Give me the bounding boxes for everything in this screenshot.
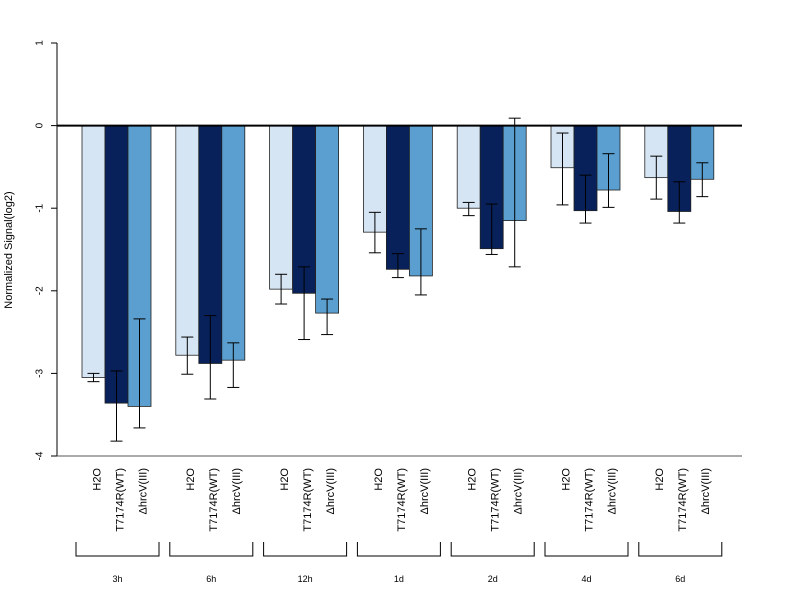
category-label: ΔhrcV(III): [231, 468, 243, 514]
y-tick-label: -2: [35, 286, 46, 295]
category-label: T7174R(WT): [114, 468, 126, 532]
bar: [81, 125, 106, 378]
group-label: 4d: [581, 574, 591, 584]
category-label: H2O: [91, 468, 103, 491]
category-label: T7174R(WT): [490, 468, 502, 532]
category-label: ΔhrcV(III): [700, 468, 712, 514]
error-bars-layer: [87, 117, 709, 442]
group-bracket: [638, 542, 723, 557]
bar: [385, 125, 410, 270]
bar: [175, 125, 200, 356]
y-axis: 1 0 -1 -2 -3 -4: [35, 40, 58, 460]
category-label: T7174R(WT): [208, 468, 220, 532]
category-label: T7174R(WT): [583, 468, 595, 532]
group-bracket: [544, 542, 629, 557]
group-label: 1d: [394, 574, 404, 584]
category-label: ΔhrcV(III): [606, 468, 618, 514]
y-tick-label: -1: [35, 203, 46, 212]
bar: [269, 125, 294, 290]
bars-layer: [81, 125, 715, 407]
y-tick-label: 1: [35, 40, 46, 46]
group-label: 3h: [112, 574, 122, 584]
category-label: H2O: [654, 468, 666, 491]
category-label: T7174R(WT): [677, 468, 689, 532]
category-label: H2O: [279, 468, 291, 491]
bar: [221, 125, 246, 361]
category-label: ΔhrcV(III): [137, 468, 149, 514]
group-bracket: [356, 542, 441, 557]
group-label: 6d: [675, 574, 685, 584]
group-label: 6h: [206, 574, 216, 584]
category-label: ΔhrcV(III): [419, 468, 431, 514]
group-brackets-layer: 3h 6h 12h 1d 2d 4d 6d: [75, 542, 723, 584]
category-label: H2O: [467, 468, 479, 491]
group-bracket: [263, 542, 348, 557]
bar: [104, 125, 129, 404]
category-label: H2O: [560, 468, 572, 491]
y-tick-label: -4: [35, 451, 46, 460]
group-bracket: [450, 542, 535, 557]
category-label: ΔhrcV(III): [513, 468, 525, 514]
category-labels-layer: H2O T7174R(WT) ΔhrcV(III) H2O T7174R(WT) Δhrc…: [91, 468, 712, 532]
category-label: H2O: [185, 468, 197, 491]
bar: [456, 125, 481, 209]
y-axis-title: Normalized Signal(log2): [3, 191, 15, 308]
category-label: H2O: [373, 468, 385, 491]
group-label: 12h: [298, 574, 313, 584]
y-tick-label: 0: [35, 122, 46, 128]
group-bracket: [75, 542, 160, 557]
bar: [315, 125, 340, 314]
category-label: T7174R(WT): [302, 468, 314, 532]
category-label: T7174R(WT): [396, 468, 408, 532]
group-bracket: [169, 542, 254, 557]
y-tick-label: -3: [35, 369, 46, 378]
category-label: ΔhrcV(III): [325, 468, 337, 514]
group-label: 2d: [488, 574, 498, 584]
